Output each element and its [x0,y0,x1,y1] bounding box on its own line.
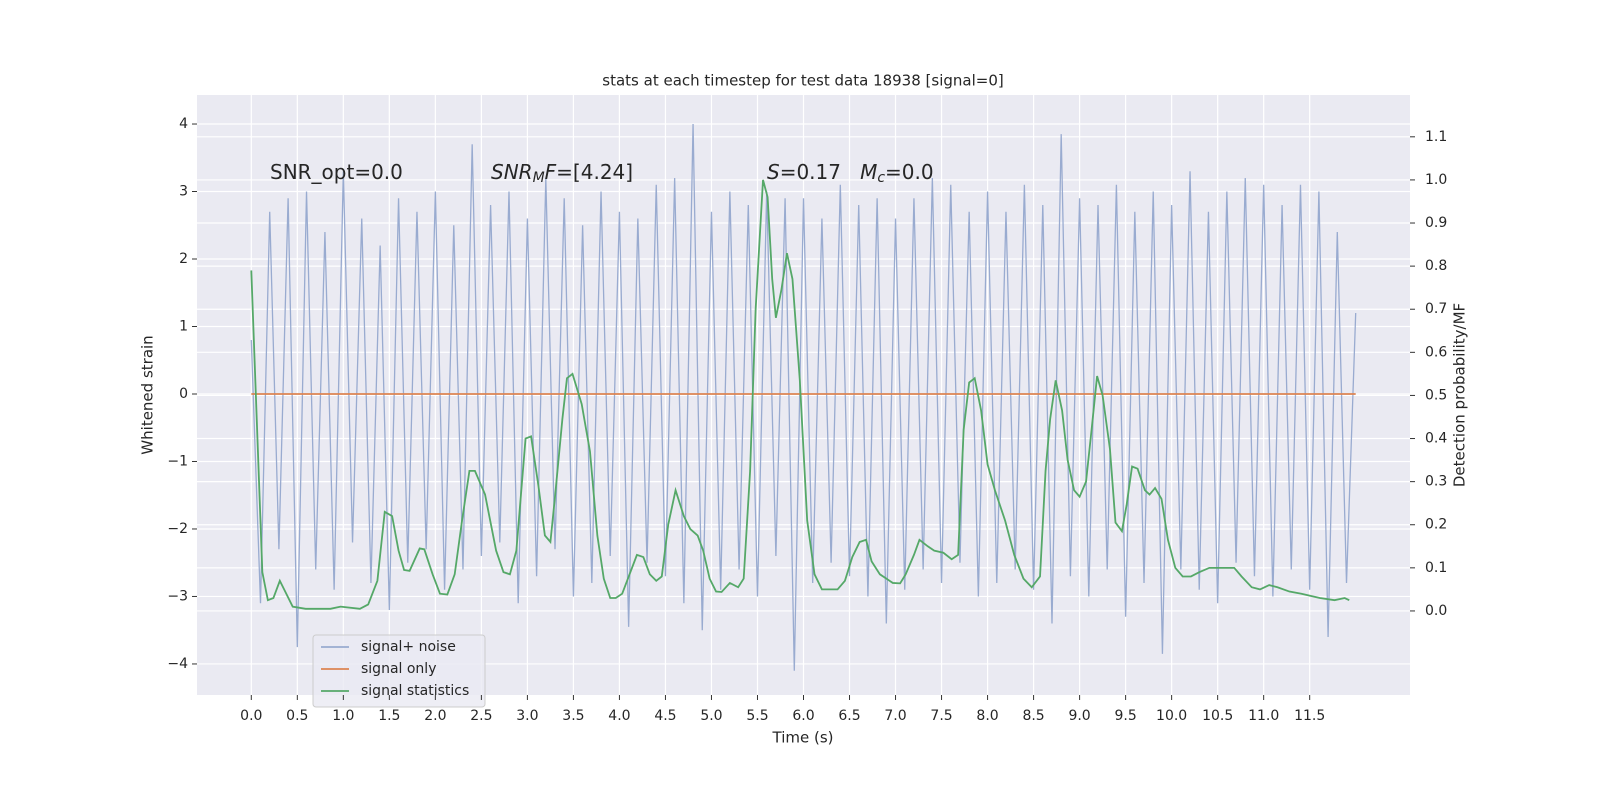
y-axis-label: Whitened strain [139,335,157,454]
y2-tick-label: 0.4 [1425,431,1447,447]
y-tick-label: −4 [167,656,188,672]
y-tick-label: −3 [167,588,188,604]
x-tick-label: 3.0 [516,708,538,724]
annotation-text: S [767,160,780,184]
legend-label: signal only [361,661,436,677]
x-tick-label: 9.0 [1068,708,1090,724]
x-tick-label: 11.5 [1294,708,1325,724]
annotation-text: SNR_opt=0.0 [270,160,403,184]
y-tick-label: 4 [179,116,188,132]
annotation-text: =[4.24] [556,160,633,184]
y2-tick-label: 0.3 [1425,474,1447,490]
chart-title: stats at each timestep for test data 189… [602,72,1003,90]
x-tick-label: 1.0 [332,708,354,724]
annotation-text: F [545,160,557,184]
annotation: S=0.17 Mc=0.0 [767,160,934,187]
x-tick-label: 4.0 [608,708,630,724]
x-tick-label: 8.5 [1022,708,1044,724]
x-tick-label: 0.5 [286,708,308,724]
x-tick-label: 2.5 [470,708,492,724]
y-tick-label: −1 [167,453,188,469]
legend-label: signal statistics [361,683,469,699]
y-tick-label: 0 [179,386,188,402]
annotation-sub: M [533,170,545,186]
x-tick-label: 10.5 [1202,708,1233,724]
x-tick-label: 6.0 [792,708,814,724]
y2-tick-label: 1.1 [1425,129,1447,145]
y2-tick-label: 0.7 [1425,301,1447,317]
annotation-text: =0.0 [885,160,934,184]
annotation-text: =0.17 [780,160,860,184]
y2-tick-label: 0.8 [1425,258,1447,274]
y2-tick-label: 0.5 [1425,387,1447,403]
series-line [250,124,1357,671]
y2-tick-label: 0.9 [1425,215,1447,231]
x-tick-label: 4.5 [654,708,676,724]
x-tick-label: 0.0 [240,708,262,724]
y-tick-label: −2 [167,521,188,537]
y2-axis-label: Detection probability/MF [1451,303,1469,487]
x-tick-label: 9.5 [1114,708,1136,724]
x-tick-label: 5.5 [746,708,768,724]
y2-tick-label: 0.2 [1425,517,1447,533]
legend-label: signal+ noise [361,639,456,655]
annotation-sub: c [877,170,885,186]
y-tick-label: 3 [179,184,188,200]
x-tick-label: 1.5 [378,708,400,724]
marks [250,124,1357,671]
x-tick-label: 6.5 [838,708,860,724]
x-tick-label: 7.0 [884,708,906,724]
annotation: SNRMF=[4.24] [491,160,633,187]
x-tick-label: 10.0 [1156,708,1187,724]
x-tick-label: 8.0 [976,708,998,724]
legend-box [312,634,486,708]
y2-tick-label: 1.0 [1425,172,1447,188]
y-tick-label: 1 [179,318,188,334]
y2-tick-label: 0.6 [1425,344,1447,360]
x-tick-label: 2.0 [424,708,446,724]
series-line [250,179,1350,610]
x-tick-label: 11.0 [1248,708,1279,724]
x-axis-label: Time (s) [772,729,834,747]
annotation-text: SNR [491,160,533,184]
y2-tick-label: 0.0 [1425,603,1447,619]
y-tick-label: 2 [179,251,188,267]
legend: signal+ noise signal only signal statistic… [312,634,486,708]
y2-tick-label: 0.1 [1425,560,1447,576]
x-tick-label: 3.5 [562,708,584,724]
annotation: SNR_opt=0.0 [270,160,403,184]
x-tick-label: 5.0 [700,708,722,724]
annotation-text: M [860,160,877,184]
x-tick-label: 7.5 [930,708,952,724]
